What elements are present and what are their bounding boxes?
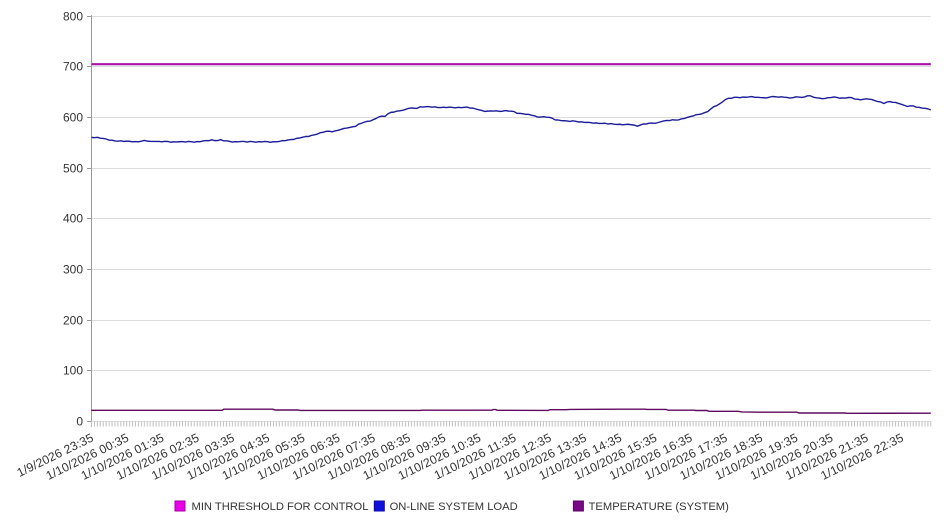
svg-text:500: 500 bbox=[63, 162, 83, 176]
svg-text:600: 600 bbox=[63, 111, 83, 125]
svg-text:MIN THRESHOLD FOR CONTROL: MIN THRESHOLD FOR CONTROL bbox=[192, 501, 369, 513]
svg-text:ON-LINE SYSTEM LOAD: ON-LINE SYSTEM LOAD bbox=[390, 501, 518, 513]
svg-text:700: 700 bbox=[63, 60, 83, 74]
svg-text:200: 200 bbox=[63, 314, 83, 328]
svg-text:100: 100 bbox=[63, 364, 83, 378]
svg-text:300: 300 bbox=[63, 263, 83, 277]
svg-text:400: 400 bbox=[63, 212, 83, 226]
svg-text:800: 800 bbox=[63, 10, 83, 24]
svg-text:0: 0 bbox=[76, 415, 83, 429]
svg-text:TEMPERATURE (SYSTEM): TEMPERATURE (SYSTEM) bbox=[589, 501, 730, 513]
